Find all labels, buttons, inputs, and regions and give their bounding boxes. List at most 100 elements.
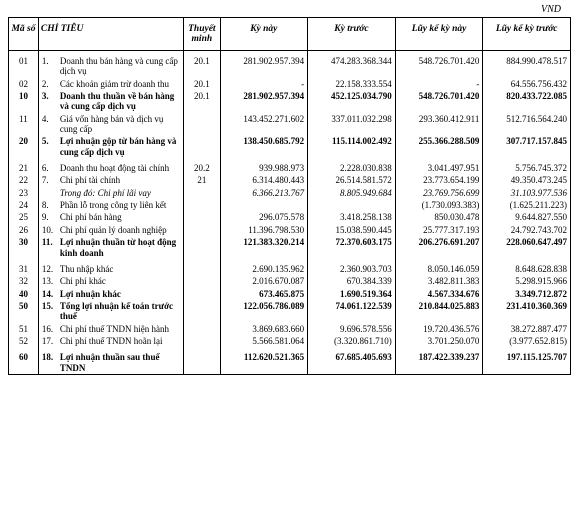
cell-value: 512.716.564.240	[483, 113, 571, 136]
cell-thuyet-minh	[184, 224, 220, 236]
header-row: Mã số CHỈ TIÊU Thuyết minh Kỳ này Kỳ trư…	[9, 18, 571, 51]
cell-ma-so: 22	[9, 174, 39, 186]
cell-value: 122.056.786.089	[220, 300, 308, 323]
cell-value	[220, 199, 308, 211]
cell-value: 38.272.887.477	[483, 323, 571, 335]
cell-value: 197.115.125.707	[483, 347, 571, 374]
cell-value: 255.366.288.509	[395, 135, 483, 158]
cell-ma-so: 21	[9, 158, 39, 174]
cell-thuyet-minh	[184, 275, 220, 287]
cell-thuyet-minh	[184, 199, 220, 211]
cell-chi-tieu: 18.Lợi nhuận thuần sau thuế TNDN	[38, 347, 183, 374]
cell-chi-tieu: 14.Lợi nhuận khác	[38, 288, 183, 300]
cell-value: 8.805.949.684	[308, 187, 396, 199]
cell-value: 548.726.701.420	[395, 51, 483, 78]
cell-value: 670.384.339	[308, 275, 396, 287]
table-row: 6018.Lợi nhuận thuần sau thuế TNDN112.62…	[9, 347, 571, 374]
cell-value: 228.060.647.497	[483, 236, 571, 259]
cell-chi-tieu: 13.Chi phí khác	[38, 275, 183, 287]
cell-thuyet-minh	[184, 211, 220, 223]
cell-value: (1.625.211.223)	[483, 199, 571, 211]
table-row: 3112.Thu nhập khác2.690.135.9622.360.903…	[9, 259, 571, 275]
cell-value: 8.648.628.838	[483, 259, 571, 275]
cell-value: 281.902.957.394	[220, 90, 308, 113]
cell-value: 112.620.521.365	[220, 347, 308, 374]
cell-value: 15.038.590.445	[308, 224, 396, 236]
cell-ma-so: 32	[9, 275, 39, 287]
cell-value: 884.990.478.517	[483, 51, 571, 78]
table-row: 3011.Lợi nhuận thuần từ hoạt động kinh d…	[9, 236, 571, 259]
table-row: 23Trong đó: Chi phí lãi vay6.366.213.767…	[9, 187, 571, 199]
income-statement-table: Mã số CHỈ TIÊU Thuyết minh Kỳ này Kỳ trư…	[8, 17, 571, 375]
cell-chi-tieu: 4.Giá vốn hàng bán và dịch vụ cung cấp	[38, 113, 183, 136]
cell-value: 296.075.578	[220, 211, 308, 223]
cell-ma-so: 26	[9, 224, 39, 236]
table-row: 5015.Tổng lợi nhuận kế toán trước thuế12…	[9, 300, 571, 323]
cell-value	[308, 199, 396, 211]
col-chi-tieu: CHỈ TIÊU	[38, 18, 183, 51]
table-row: 259.Chi phí bán hàng296.075.5783.418.258…	[9, 211, 571, 223]
col-luy-ke-nay: Lũy kế kỳ này	[395, 18, 483, 51]
table-row: 2610.Chi phí quản lý doanh nghiệp11.396.…	[9, 224, 571, 236]
cell-value: -	[395, 78, 483, 90]
cell-value: 2.228.030.838	[308, 158, 396, 174]
cell-thuyet-minh: 20.1	[184, 51, 220, 78]
cell-thuyet-minh	[184, 288, 220, 300]
table-row: 227.Chi phí tài chính216.314.480.44326.5…	[9, 174, 571, 186]
cell-value: 206.276.691.207	[395, 236, 483, 259]
cell-value: 5.298.915.966	[483, 275, 571, 287]
cell-value: 2.016.670.087	[220, 275, 308, 287]
cell-value: 31.103.977.536	[483, 187, 571, 199]
cell-value: 3.349.712.872	[483, 288, 571, 300]
col-thuyet-minh: Thuyết minh	[184, 18, 220, 51]
cell-chi-tieu: 6.Doanh thu hoạt động tài chính	[38, 158, 183, 174]
cell-value: 4.567.334.676	[395, 288, 483, 300]
cell-ma-so: 23	[9, 187, 39, 199]
table-row: 248.Phần lỗ trong công ty liên kết(1.730…	[9, 199, 571, 211]
cell-value: 3.482.811.383	[395, 275, 483, 287]
cell-ma-so: 30	[9, 236, 39, 259]
cell-value: 9.696.578.556	[308, 323, 396, 335]
cell-value: 3.041.497.951	[395, 158, 483, 174]
cell-value: 939.988.973	[220, 158, 308, 174]
cell-ma-so: 20	[9, 135, 39, 158]
col-ma-so: Mã số	[9, 18, 39, 51]
cell-value: 231.410.360.369	[483, 300, 571, 323]
col-ky-nay: Kỳ này	[220, 18, 308, 51]
cell-chi-tieu: 3.Doanh thu thuần về bán hàng và cung cấ…	[38, 90, 183, 113]
cell-value: 5.566.581.064	[220, 335, 308, 347]
cell-value: 67.685.405.693	[308, 347, 396, 374]
table-row: 114.Giá vốn hàng bán và dịch vụ cung cấp…	[9, 113, 571, 136]
cell-value: (3.977.652.815)	[483, 335, 571, 347]
cell-value: 72.370.603.175	[308, 236, 396, 259]
cell-value: 6.314.480.443	[220, 174, 308, 186]
cell-chi-tieu: 9.Chi phí bán hàng	[38, 211, 183, 223]
cell-value: 281.902.957.394	[220, 51, 308, 78]
cell-ma-so: 31	[9, 259, 39, 275]
cell-value: 26.514.581.572	[308, 174, 396, 186]
cell-chi-tieu: 15.Tổng lợi nhuận kế toán trước thuế	[38, 300, 183, 323]
cell-value: 9.644.827.550	[483, 211, 571, 223]
cell-value: 474.283.368.344	[308, 51, 396, 78]
cell-chi-tieu: 1.Doanh thu bán hàng và cung cấp dịch vụ	[38, 51, 183, 78]
cell-value: 3.701.250.070	[395, 335, 483, 347]
table-row: 205.Lợi nhuận gộp từ bán hàng và cung cấ…	[9, 135, 571, 158]
cell-value: 337.011.032.298	[308, 113, 396, 136]
cell-value: 293.360.412.911	[395, 113, 483, 136]
cell-chi-tieu: 12.Thu nhập khác	[38, 259, 183, 275]
cell-value: 2.690.135.962	[220, 259, 308, 275]
cell-value: 820.433.722.085	[483, 90, 571, 113]
cell-value: 23.773.654.199	[395, 174, 483, 186]
cell-value: 6.366.213.767	[220, 187, 308, 199]
cell-thuyet-minh	[184, 347, 220, 374]
cell-thuyet-minh	[184, 135, 220, 158]
cell-value: 19.720.436.576	[395, 323, 483, 335]
cell-thuyet-minh: 20.1	[184, 78, 220, 90]
cell-value: 121.383.320.214	[220, 236, 308, 259]
cell-ma-so: 11	[9, 113, 39, 136]
cell-thuyet-minh: 21	[184, 174, 220, 186]
table-row: 011.Doanh thu bán hàng và cung cấp dịch …	[9, 51, 571, 78]
cell-chi-tieu: 10.Chi phí quản lý doanh nghiệp	[38, 224, 183, 236]
cell-ma-so: 01	[9, 51, 39, 78]
cell-chi-tieu: 11.Lợi nhuận thuần từ hoạt động kinh doa…	[38, 236, 183, 259]
